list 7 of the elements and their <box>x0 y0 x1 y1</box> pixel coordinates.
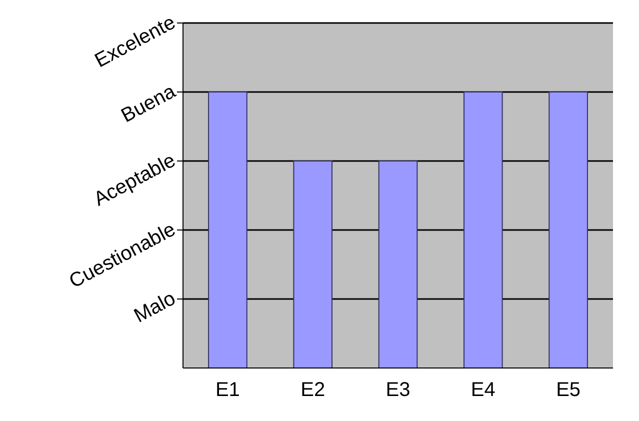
text: Malo <box>130 288 180 328</box>
text: Buena <box>118 80 180 128</box>
x-tick-label: E4 <box>470 379 496 401</box>
x-tick-label: E1 <box>215 379 240 401</box>
x-tick-label: E3 <box>386 379 410 401</box>
x-tick-label: E2 <box>300 379 326 401</box>
x-tick-label: E5 <box>556 379 581 401</box>
